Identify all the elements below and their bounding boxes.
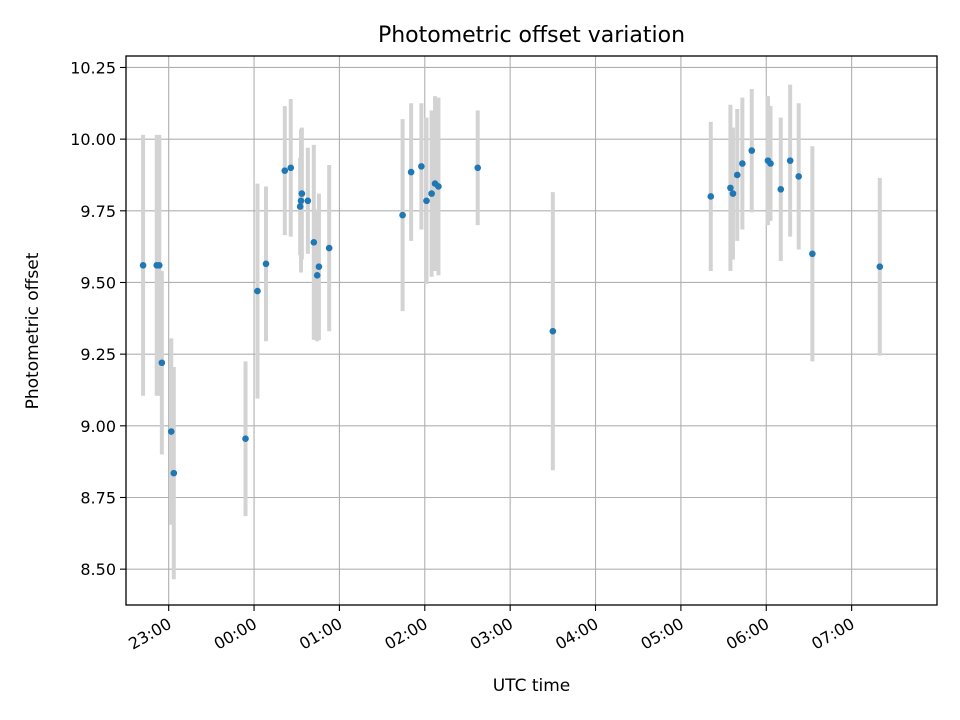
data-point: [423, 197, 430, 205]
data-point: [809, 250, 816, 258]
y-tick-label: 10.25: [70, 58, 116, 77]
data-point: [287, 164, 295, 172]
data-point: [739, 160, 746, 167]
y-axis-label: Photometric offset: [23, 252, 43, 409]
data-point: [167, 428, 175, 435]
data-point: [727, 184, 734, 192]
y-axis-ticks: 8.50 8.75 9.00 9.25 9.50 9.75 10.00 10.25: [70, 58, 126, 579]
x-axis-label: UTC time: [493, 676, 571, 696]
data-point: [786, 157, 794, 164]
data-point: [748, 147, 756, 154]
data-point: [767, 160, 774, 167]
data-point: [325, 244, 333, 252]
data-point: [310, 239, 318, 246]
data-point: [407, 168, 415, 176]
data-point: [795, 173, 803, 180]
data-point: [474, 164, 482, 172]
y-tick-label: 9.75: [80, 202, 116, 221]
data-point: [435, 183, 442, 190]
y-tick-label: 9.25: [80, 345, 116, 364]
data-point: [298, 190, 306, 197]
data-point: [139, 261, 147, 269]
y-tick-label: 8.50: [80, 560, 116, 579]
y-tick-label: 8.75: [80, 488, 116, 507]
data-point: [315, 263, 323, 271]
data-point: [170, 469, 178, 477]
data-point: [297, 197, 305, 205]
data-points: [139, 147, 884, 477]
chart-title: Photometric offset variation: [378, 23, 685, 48]
data-point: [733, 171, 741, 179]
data-point: [428, 190, 435, 197]
data-point: [399, 211, 406, 219]
data-point: [281, 167, 289, 174]
y-tick-label: 10.00: [70, 130, 116, 149]
y-tick-label: 9.00: [80, 417, 116, 436]
data-point: [296, 203, 304, 210]
data-point: [262, 260, 270, 268]
data-point: [549, 327, 557, 335]
plot-frame: [125, 55, 938, 606]
y-tick-label: 9.50: [80, 273, 116, 292]
data-point: [876, 263, 884, 271]
data-point: [729, 190, 737, 197]
data-point: [242, 435, 249, 443]
data-point: [313, 272, 321, 279]
data-point: [155, 261, 163, 269]
data-point: [777, 186, 785, 193]
data-point: [304, 197, 312, 205]
data-point: [418, 163, 425, 170]
data-point: [158, 359, 166, 367]
data-point: [707, 193, 715, 200]
data-point: [254, 287, 261, 295]
